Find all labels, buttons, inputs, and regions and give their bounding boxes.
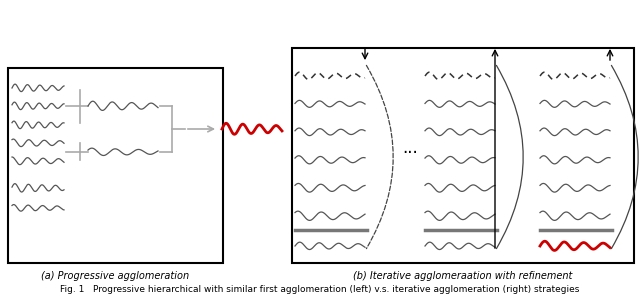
FancyBboxPatch shape [8,68,223,263]
Text: Fig. 1   Progressive hierarchical with similar first agglomeration (left) v.s. i: Fig. 1 Progressive hierarchical with sim… [60,285,580,294]
Text: (a) Progressive agglomeration: (a) Progressive agglomeration [41,271,189,281]
Text: (b) Iterative agglomeraation with refinement: (b) Iterative agglomeraation with refine… [353,271,573,281]
Text: ...: ... [402,139,418,157]
FancyBboxPatch shape [292,48,634,263]
